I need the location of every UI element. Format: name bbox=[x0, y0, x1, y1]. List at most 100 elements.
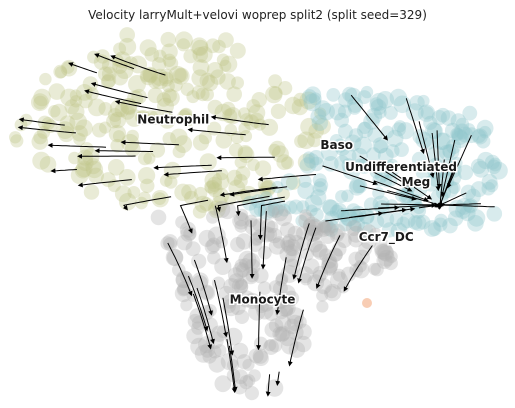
cell-point bbox=[176, 283, 190, 297]
cell-point bbox=[33, 130, 48, 145]
cell-point bbox=[199, 285, 214, 300]
cell-point bbox=[85, 158, 102, 175]
cell-point bbox=[208, 355, 226, 373]
cell-point bbox=[107, 159, 125, 176]
streamline bbox=[359, 164, 413, 192]
cell-point bbox=[83, 184, 100, 200]
cell-point bbox=[349, 219, 362, 232]
cell-point bbox=[118, 37, 137, 56]
cell-point bbox=[374, 239, 392, 257]
streamline bbox=[436, 202, 495, 208]
cell-point bbox=[333, 138, 348, 153]
cell-point bbox=[60, 88, 78, 107]
cell-point bbox=[190, 37, 209, 56]
cell-point bbox=[286, 307, 304, 325]
cell-point bbox=[367, 127, 383, 143]
cell-point bbox=[164, 56, 179, 71]
cell-point bbox=[235, 278, 248, 291]
cell-point bbox=[101, 66, 117, 82]
cell-point bbox=[405, 103, 424, 122]
cell-point bbox=[265, 85, 283, 104]
cell-point bbox=[235, 233, 253, 250]
cell-point bbox=[415, 164, 432, 181]
cell-point bbox=[229, 42, 246, 59]
cell-point bbox=[251, 92, 267, 108]
streamline bbox=[120, 139, 179, 146]
streamline bbox=[219, 186, 278, 197]
cell-point bbox=[385, 144, 400, 158]
streamline bbox=[260, 211, 267, 270]
cell-point bbox=[459, 205, 476, 222]
cell-point bbox=[280, 173, 298, 191]
cell-point bbox=[119, 27, 135, 43]
cell-point bbox=[257, 295, 274, 312]
cell-point bbox=[131, 88, 147, 105]
cell-point bbox=[281, 156, 294, 170]
cell-point bbox=[153, 49, 167, 63]
cell-point bbox=[107, 179, 121, 193]
cell-point bbox=[135, 110, 150, 125]
cell-point bbox=[345, 220, 362, 236]
cell-point bbox=[348, 128, 364, 143]
streamline bbox=[187, 275, 209, 332]
streamline bbox=[214, 279, 228, 338]
cell-point bbox=[467, 215, 484, 232]
cell-point bbox=[162, 234, 178, 250]
cell-point bbox=[125, 109, 144, 127]
cell-point bbox=[288, 324, 304, 341]
cell-point bbox=[231, 76, 244, 90]
cell-point bbox=[486, 159, 502, 175]
cell-point bbox=[417, 104, 436, 122]
cell-point bbox=[356, 121, 374, 139]
cell-point bbox=[207, 182, 223, 198]
cell-point bbox=[202, 74, 219, 92]
cell-point bbox=[191, 69, 209, 87]
streamline bbox=[90, 82, 148, 99]
cell-point bbox=[174, 284, 193, 303]
cell-point bbox=[321, 253, 337, 269]
streamline bbox=[18, 117, 65, 126]
streamline bbox=[229, 186, 288, 197]
cell-point bbox=[88, 167, 104, 184]
cell-point bbox=[192, 39, 209, 57]
cell-point bbox=[268, 318, 284, 333]
cell-point bbox=[214, 375, 232, 393]
cell-point bbox=[372, 187, 385, 200]
cell-point bbox=[295, 214, 308, 227]
cell-point bbox=[266, 227, 283, 244]
cell-point bbox=[169, 78, 183, 92]
cell-point bbox=[275, 273, 288, 287]
cell-point bbox=[191, 272, 209, 290]
cell-point bbox=[299, 157, 316, 174]
cell-point bbox=[365, 107, 383, 125]
cell-point bbox=[238, 122, 251, 135]
cell-point bbox=[455, 203, 471, 219]
cell-point bbox=[467, 209, 486, 227]
cell-point bbox=[265, 220, 279, 234]
cell-point bbox=[322, 199, 340, 217]
cell-point bbox=[224, 107, 242, 125]
cell-point bbox=[242, 374, 256, 387]
cell-point bbox=[162, 53, 176, 67]
cell-point bbox=[64, 99, 80, 115]
cell-point bbox=[211, 172, 230, 191]
cell-point bbox=[312, 181, 328, 196]
cell-point bbox=[433, 217, 448, 232]
cell-point bbox=[354, 259, 367, 273]
cell-point bbox=[409, 95, 425, 111]
cell-point bbox=[235, 166, 251, 181]
cell-point bbox=[139, 39, 157, 57]
cell-point bbox=[376, 91, 395, 109]
cell-point bbox=[33, 95, 48, 110]
cell-point bbox=[206, 176, 223, 192]
cluster-label-baso: Baso bbox=[320, 138, 353, 152]
cell-point bbox=[348, 251, 364, 267]
cell-point bbox=[451, 128, 465, 141]
streamline bbox=[431, 132, 441, 192]
cell-point bbox=[319, 218, 334, 233]
cell-point bbox=[214, 103, 233, 122]
streamline bbox=[257, 174, 317, 182]
cell-point bbox=[301, 248, 314, 261]
cell-point bbox=[284, 96, 302, 115]
streamline bbox=[350, 94, 388, 141]
